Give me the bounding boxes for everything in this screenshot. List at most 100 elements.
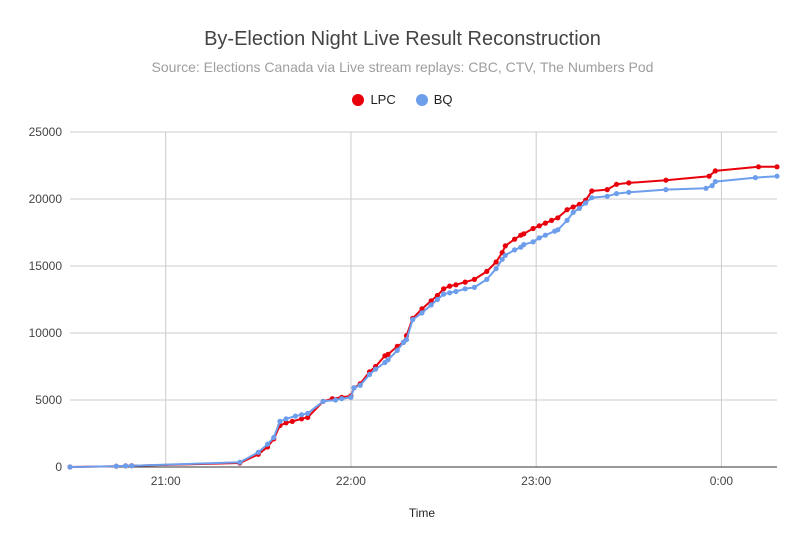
data-point-lpc (305, 414, 311, 420)
data-point-bq (271, 434, 277, 441)
data-point-bq (502, 252, 508, 258)
data-point-bq (453, 288, 459, 295)
data-point-lpc (299, 416, 305, 422)
x-axis-label: Time (409, 506, 436, 520)
x-tick-label: 21:00 (151, 474, 181, 488)
x-tick-label: 22:00 (336, 474, 366, 488)
legend: LPC BQ (0, 92, 805, 107)
data-point-bq (441, 291, 447, 297)
data-point-bq (428, 302, 434, 308)
y-tick-label: 20000 (29, 192, 63, 206)
legend-item-lpc[interactable]: LPC (352, 92, 396, 107)
data-point-lpc (712, 168, 718, 174)
data-point-bq (555, 227, 561, 233)
data-point-bq (589, 195, 595, 201)
data-point-lpc (441, 286, 447, 292)
data-point-bq (277, 418, 283, 424)
data-point-bq (499, 256, 505, 262)
series-line-lpc (69, 165, 777, 468)
data-point-bq (493, 266, 499, 272)
data-point-bq (576, 205, 583, 211)
data-point-bq (348, 394, 354, 400)
data-point-bq (373, 366, 379, 372)
data-point-bq (332, 397, 339, 403)
data-point-lpc (570, 204, 576, 210)
data-point-lpc (774, 164, 780, 170)
data-point-lpc (453, 282, 459, 288)
data-point-bq (536, 235, 542, 241)
data-point-bq (703, 185, 709, 191)
data-point-bq (462, 286, 468, 292)
y-tick-label: 25000 (29, 125, 63, 139)
data-point-bq (663, 187, 669, 193)
data-point-lpc (447, 283, 453, 289)
data-point-lpc (385, 351, 391, 357)
legend-marker-lpc (352, 93, 365, 106)
data-point-bq (752, 175, 759, 181)
data-point-bq (419, 310, 425, 316)
data-point-bq (394, 347, 400, 353)
data-point-bq (339, 396, 345, 402)
data-point-bq (570, 209, 576, 215)
data-point-bq (484, 276, 490, 282)
data-point-bq (320, 398, 326, 404)
data-point-lpc (283, 420, 289, 426)
chart-title: By-Election Night Live Result Reconstruc… (204, 28, 601, 50)
data-point-bq (357, 382, 363, 388)
data-point-bq (626, 189, 632, 195)
data-point-bq (403, 337, 410, 343)
data-point-bq (237, 459, 243, 465)
data-point-bq (709, 183, 715, 189)
data-point-bq (410, 317, 416, 323)
gridlines (70, 131, 777, 467)
data-point-lpc (706, 173, 712, 179)
data-point-bq (123, 463, 129, 469)
data-point-lpc (419, 306, 425, 312)
axes: 0 5000 10000 15000 20000 25000 21:00 22:00 23:00… (29, 125, 777, 488)
data-point-lpc (613, 181, 620, 187)
data-point-lpc (434, 292, 440, 299)
data-point-lpc (511, 236, 518, 242)
data-point-lpc (576, 201, 583, 207)
data-point-lpc (536, 223, 542, 229)
data-point-bq (255, 449, 261, 455)
data-point-bq (385, 357, 391, 363)
series-layer (67, 164, 780, 470)
data-point-bq (434, 296, 440, 303)
data-point-bq (67, 464, 73, 470)
legend-label-lpc: LPC (370, 92, 396, 107)
y-tick-label: 5000 (35, 393, 62, 407)
data-point-lpc (549, 217, 555, 223)
legend-item-bq[interactable]: BQ (415, 92, 453, 107)
series-lpc (67, 164, 780, 470)
data-point-bq (366, 371, 373, 378)
y-tick-label: 15000 (29, 259, 63, 273)
y-tick-label: 10000 (29, 326, 63, 340)
data-point-bq (471, 284, 477, 290)
data-point-bq (292, 413, 298, 419)
data-point-bq (283, 416, 289, 422)
data-point-lpc (663, 177, 669, 183)
data-point-lpc (502, 243, 508, 249)
data-point-bq (604, 193, 610, 199)
data-point-bq (774, 173, 780, 179)
data-point-lpc (542, 220, 549, 226)
data-point-bq (521, 242, 527, 248)
legend-marker-bq (415, 93, 428, 106)
data-point-bq (305, 410, 311, 416)
data-point-lpc (755, 164, 762, 170)
data-point-lpc (484, 268, 490, 274)
data-point-bq (265, 441, 271, 447)
data-point-lpc (428, 298, 434, 304)
data-point-bq (613, 191, 620, 197)
chart-subtitle: Source: Elections Canada via Live stream… (151, 59, 654, 75)
data-point-lpc (289, 418, 295, 424)
data-point-lpc (626, 180, 632, 186)
data-point-lpc (589, 188, 595, 194)
data-point-bq (564, 217, 570, 223)
series-line-bq (69, 175, 778, 468)
series-bq (67, 173, 780, 470)
data-point-bq (542, 232, 549, 238)
